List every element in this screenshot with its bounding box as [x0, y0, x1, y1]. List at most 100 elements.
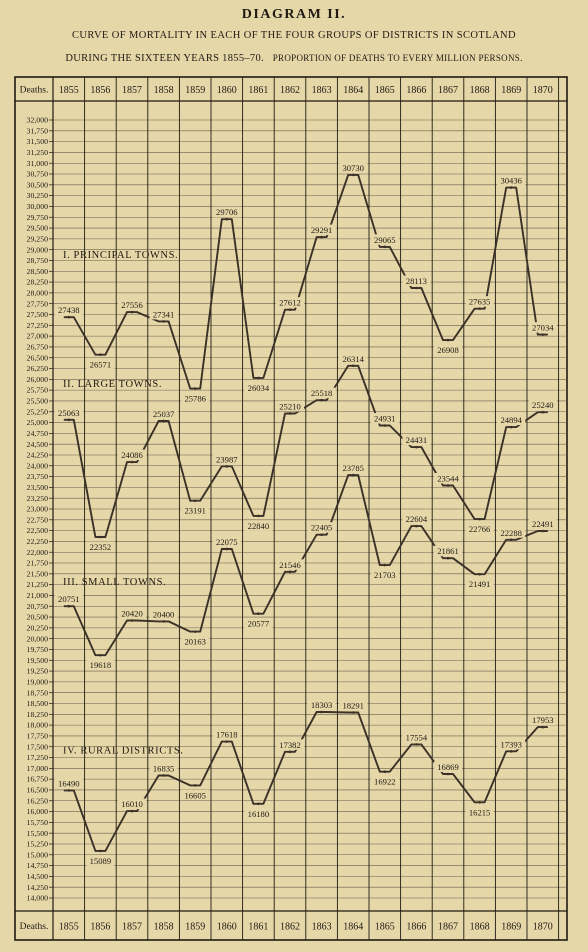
y-tick-label: 20,250 — [27, 623, 49, 632]
y-tick-label: 20,000 — [27, 634, 49, 643]
data-point — [478, 517, 481, 521]
data-point — [257, 514, 260, 518]
data-label: 21861 — [437, 546, 458, 556]
data-label-bg — [465, 296, 494, 307]
data-label-bg — [528, 714, 557, 726]
data-label: 16922 — [374, 777, 395, 787]
data-label-bg — [181, 636, 210, 647]
data-point — [478, 572, 481, 576]
y-tick-label: 19,250 — [27, 667, 49, 676]
data-label-bg — [370, 569, 399, 581]
data-label: 27341 — [153, 309, 174, 319]
y-tick-label: 21,250 — [27, 580, 49, 589]
data-point — [383, 424, 387, 427]
y-tick-label: 23,250 — [27, 494, 49, 503]
y-tick-label: 27,500 — [27, 310, 49, 319]
y-tick-label: 30,000 — [27, 202, 49, 211]
subtitle-line-1: CURVE OF MORTALITY IN EACH OF THE FOUR G… — [72, 30, 516, 41]
data-point — [193, 499, 197, 503]
y-tick-label: 17,500 — [27, 742, 49, 751]
y-tick-label: 24,500 — [27, 440, 49, 449]
data-label-bg — [402, 434, 431, 446]
data-point — [99, 353, 102, 356]
x-tick-label-top: 1857 — [122, 85, 142, 96]
x-tick-label-bottom: 1860 — [217, 921, 237, 932]
data-label-bg — [339, 162, 368, 173]
y-tick-label: 31,000 — [27, 159, 49, 168]
data-label-bg — [244, 808, 273, 819]
data-point — [478, 307, 481, 310]
x-tick-label-top: 1858 — [154, 85, 174, 96]
data-point — [320, 235, 323, 239]
x-tick-label-top: 1859 — [185, 85, 205, 96]
y-tick-label: 24,000 — [27, 461, 49, 470]
data-point — [509, 425, 513, 429]
y-tick-label: 19,000 — [27, 677, 49, 686]
data-point — [509, 186, 513, 189]
data-label: 29065 — [374, 235, 395, 245]
data-label: 29706 — [216, 207, 238, 217]
data-label: 29291 — [311, 225, 332, 235]
data-point — [478, 800, 481, 804]
data-point — [225, 465, 229, 468]
y-tick-label: 28,250 — [27, 278, 49, 287]
data-label: 22352 — [90, 542, 111, 552]
data-label: 20163 — [184, 637, 205, 647]
y-tick-label: 18,250 — [27, 710, 49, 719]
data-label-bg — [86, 855, 115, 866]
data-label: 22604 — [406, 514, 428, 524]
y-tick-label: 27,000 — [27, 332, 49, 341]
y-tick-label: 27,750 — [27, 299, 49, 308]
data-point — [257, 612, 260, 616]
y-tick-label: 29,750 — [27, 213, 49, 222]
data-label: 30730 — [342, 163, 363, 173]
data-label: 19618 — [90, 660, 111, 670]
data-point — [446, 484, 450, 487]
data-label-bg — [86, 659, 115, 671]
data-point — [541, 725, 545, 729]
data-label-bg — [276, 739, 304, 750]
y-tick-label: 24,250 — [27, 451, 49, 460]
data-label-bg — [149, 762, 178, 774]
x-tick-label-top: 1856 — [90, 85, 110, 96]
y-tick-label: 21,500 — [27, 569, 49, 578]
data-label: 16835 — [153, 763, 174, 773]
data-label-bg — [212, 729, 241, 740]
x-tick-label-bottom: 1858 — [154, 921, 174, 932]
data-label: 25037 — [153, 409, 175, 419]
data-label: 17382 — [279, 740, 300, 750]
y-tick-label: 23,500 — [27, 483, 49, 492]
data-label-bg — [402, 513, 431, 525]
y-tick-label: 22,500 — [27, 526, 49, 535]
data-label-bg — [370, 234, 399, 245]
y-tick-label: 20,750 — [27, 602, 49, 611]
x-tick-label-top: 1865 — [375, 85, 395, 96]
data-point — [541, 529, 545, 533]
x-tick-label-top: 1869 — [501, 85, 521, 96]
data-label-bg — [118, 299, 146, 311]
data-label-bg — [181, 393, 210, 404]
data-label: 27556 — [121, 300, 143, 310]
data-label-bg — [54, 593, 83, 605]
data-label-bg — [86, 359, 115, 370]
data-label: 22075 — [216, 537, 237, 547]
x-tick-label-bottom: 1857 — [122, 921, 142, 932]
y-tick-label: 16,000 — [27, 807, 49, 816]
x-tick-label-top: 1868 — [470, 85, 490, 96]
data-label-bg — [370, 413, 399, 424]
data-label-bg — [497, 738, 526, 750]
data-label: 15089 — [90, 856, 111, 866]
data-label: 26314 — [342, 354, 364, 364]
data-label: 16605 — [184, 790, 205, 800]
y-tick-label: 30,250 — [27, 191, 49, 200]
series-name-label: III. SMALL TOWNS. — [63, 577, 166, 588]
data-point — [193, 784, 197, 787]
data-label-bg — [149, 308, 178, 320]
y-tick-label: 22,000 — [27, 548, 49, 557]
data-point — [320, 710, 323, 714]
data-label-bg — [307, 699, 336, 711]
data-label: 27612 — [279, 298, 300, 308]
data-point — [67, 315, 71, 319]
data-point — [351, 711, 355, 714]
data-point — [288, 308, 292, 311]
